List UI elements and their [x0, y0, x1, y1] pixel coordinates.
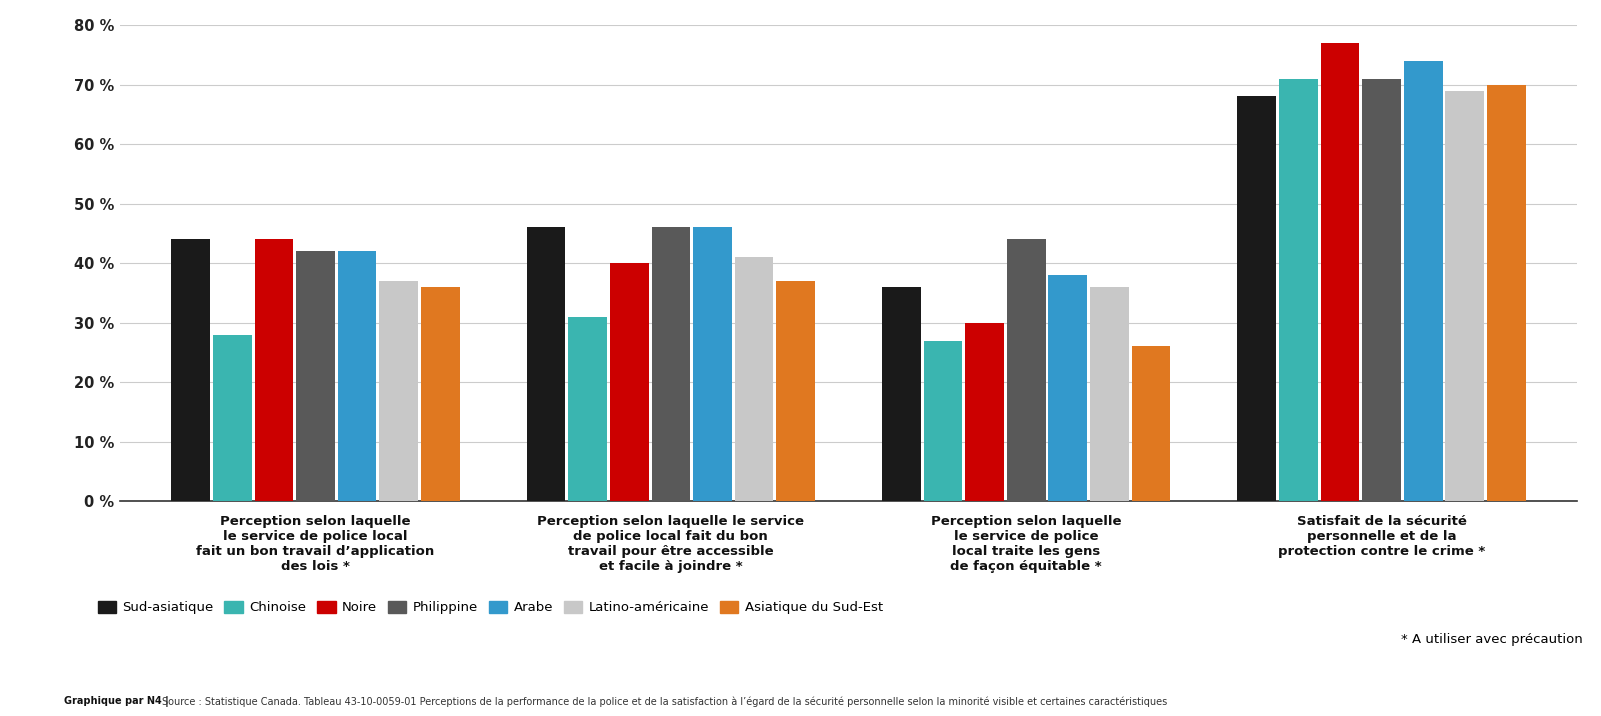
Bar	[1279, 79, 1318, 501]
Bar	[1049, 275, 1087, 501]
Text: * A utiliser avec précaution: * A utiliser avec précaution	[1401, 633, 1583, 646]
Bar	[1090, 287, 1129, 501]
Bar	[965, 323, 1004, 501]
Bar	[735, 257, 773, 501]
Bar	[421, 287, 459, 501]
Bar	[213, 334, 251, 501]
Bar	[776, 281, 815, 501]
Bar	[338, 251, 376, 501]
Bar	[1007, 239, 1045, 501]
Text: Source : Statistique Canada. Tableau 43-10-0059-01 Perceptions de la performance: Source : Statistique Canada. Tableau 43-…	[162, 697, 1167, 707]
Bar	[1404, 61, 1443, 501]
Bar	[1238, 97, 1276, 501]
Text: Graphique par N4 |: Graphique par N4 |	[64, 697, 173, 707]
Bar	[379, 281, 418, 501]
Bar	[1321, 43, 1359, 501]
Bar	[1132, 347, 1170, 501]
Bar	[1487, 84, 1526, 501]
Bar	[610, 263, 648, 501]
Bar	[171, 239, 210, 501]
Bar	[1446, 90, 1484, 501]
Bar	[255, 239, 293, 501]
Bar	[882, 287, 921, 501]
Bar	[652, 228, 690, 501]
Bar	[527, 228, 565, 501]
Bar	[693, 228, 732, 501]
Legend: Sud-asiatique, Chinoise, Noire, Philippine, Arabe, Latino-américaine, Asiatique : Sud-asiatique, Chinoise, Noire, Philippi…	[98, 601, 884, 614]
Bar	[568, 316, 607, 501]
Bar	[1362, 79, 1401, 501]
Bar	[924, 341, 962, 501]
Bar	[296, 251, 335, 501]
